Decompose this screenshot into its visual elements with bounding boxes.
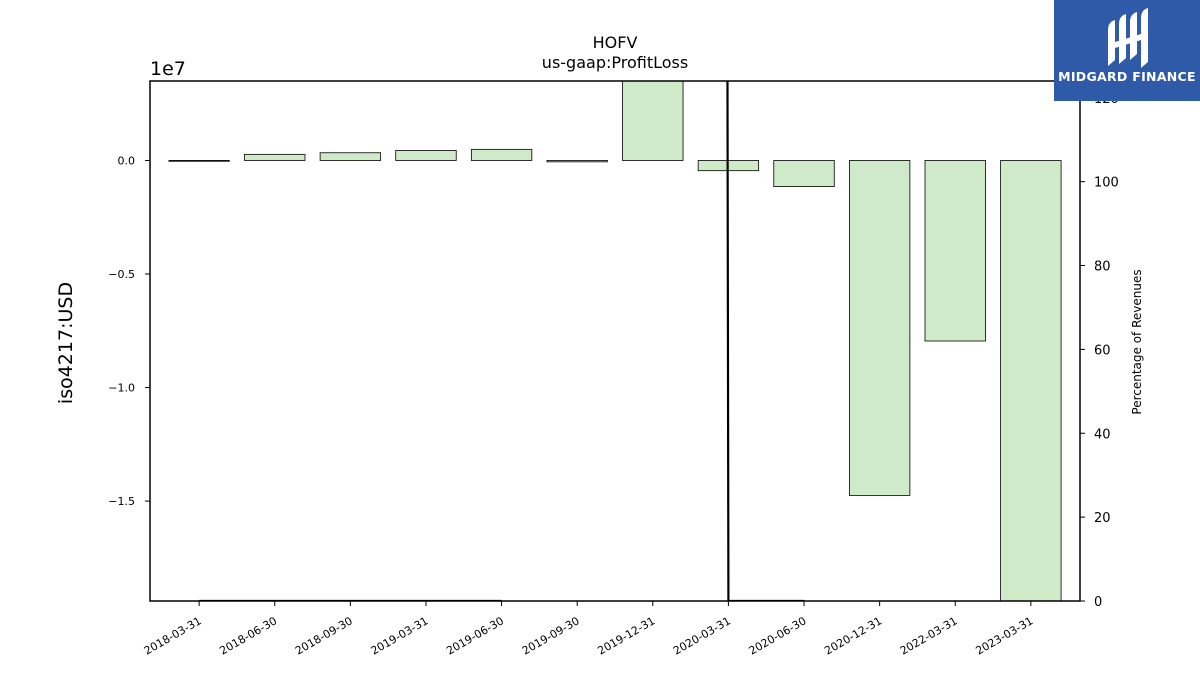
bar-2019-09-30	[546, 160, 608, 163]
chart-title: HOFV	[593, 33, 638, 52]
x-tick-label: 2019-06-30	[444, 614, 506, 657]
y2-tick-label: 20	[1094, 511, 1111, 526]
x-axis: 2018-03-31 2018-06-30 2018-09-30 2019-03-31…	[142, 601, 1035, 658]
x-tick-label: 2019-03-31	[369, 614, 431, 657]
bar-2018-09-30	[319, 152, 382, 161]
axis-offset-label: 1e7	[150, 58, 186, 80]
y2-tick-label: 80	[1094, 260, 1111, 275]
y2-axis-label: Percentage of Revenues	[1130, 269, 1144, 414]
x-tick-label: 2018-03-31	[142, 614, 204, 657]
y2-tick-label: 60	[1094, 343, 1111, 358]
x-tick-label: 2020-03-31	[671, 614, 733, 657]
x-tick-label: 2019-12-31	[595, 614, 657, 657]
y2-tick-label: 0	[1094, 595, 1102, 610]
bar-2018-03-31	[168, 160, 230, 162]
x-tick-label: 2022-03-31	[898, 614, 960, 657]
y-tick-label: −1.5	[108, 495, 135, 508]
x-tick-label: 2018-06-30	[217, 614, 279, 657]
bar-2018-06-30	[244, 153, 306, 161]
brand-name: MIDGARD FINANCE	[1058, 69, 1196, 84]
chart-subtitle: us-gaap:ProfitLoss	[542, 53, 688, 72]
y-axis-right: 020406080100120	[1080, 92, 1119, 610]
x-tick-label: 2020-06-30	[747, 614, 809, 657]
y-tick-label: −0.5	[108, 268, 135, 281]
bar-2020-12-31	[848, 160, 911, 496]
bar-2019-06-30	[470, 148, 533, 161]
bar-2022-03-31	[924, 160, 986, 342]
ratio-line-layer	[199, 81, 805, 601]
bar-2020-06-30	[773, 160, 835, 187]
y-axis-left: 0.0 −0.5 −1.0 −1.5	[108, 154, 150, 508]
bar-2019-12-31	[622, 80, 684, 161]
y2-tick-label: 100	[1094, 176, 1119, 191]
y-tick-label: 0.0	[118, 154, 136, 167]
brand-mark-icon	[1108, 8, 1148, 68]
x-tick-label: 2020-12-31	[822, 614, 884, 657]
y-tick-label: −1.0	[108, 382, 135, 395]
x-tick-label: 2018-09-30	[293, 614, 355, 657]
x-tick-label: 2019-09-30	[520, 614, 582, 657]
bar-2023-03-31	[1000, 160, 1062, 602]
bars-layer	[168, 80, 1062, 602]
midgard-finance-logo: MIDGARD FINANCE	[1054, 0, 1200, 101]
y2-tick-label: 40	[1094, 427, 1111, 442]
plot-frame	[149, 80, 1081, 602]
x-tick-label: 2023-03-31	[973, 614, 1035, 657]
bar-2019-03-31	[395, 150, 457, 161]
y-axis-label: iso4217:USD	[55, 282, 77, 404]
